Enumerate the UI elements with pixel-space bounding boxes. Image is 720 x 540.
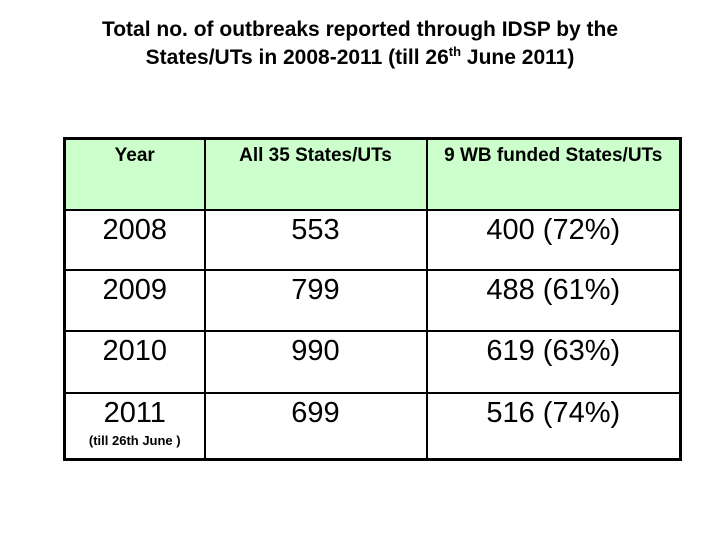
wb-states-cell: 488 (61%) bbox=[425, 268, 682, 332]
all-states-cell: 553 bbox=[203, 208, 428, 271]
table-row: 2009 799 488 (61%) bbox=[63, 268, 682, 332]
year-note: (till 26th June ) bbox=[88, 432, 181, 448]
table-row: 2011 (till 26th June ) 699 516 (74%) bbox=[63, 391, 682, 461]
wb-states-cell: 619 (63%) bbox=[425, 329, 682, 394]
wb-states-cell: 400 (72%) bbox=[425, 208, 682, 271]
title-line1: Total no. of outbreaks reported through … bbox=[101, 18, 619, 41]
slide-title: Total no. of outbreaks reported through … bbox=[0, 16, 720, 72]
title-line2-prefix: States/UTs in 2008-2011 (till 26 bbox=[145, 46, 449, 69]
column-header-wb-funded-states: 9 WB funded States/UTs bbox=[425, 137, 682, 211]
title-line2: States/UTs in 2008-2011 (till 26th June … bbox=[0, 44, 720, 72]
all-states-cell: 799 bbox=[203, 268, 428, 332]
year-cell: 2008 bbox=[63, 208, 206, 271]
year-value: 2011 bbox=[103, 396, 166, 429]
all-states-cell: 699 bbox=[203, 391, 428, 461]
title-line2-suffix: June 2011) bbox=[461, 46, 575, 69]
table-header-row: Year All 35 States/UTs 9 WB funded State… bbox=[63, 137, 682, 211]
all-states-cell: 990 bbox=[203, 329, 428, 394]
table-row: 2010 990 619 (63%) bbox=[63, 329, 682, 394]
year-cell: 2011 (till 26th June ) bbox=[63, 391, 206, 461]
outbreaks-table: Year All 35 States/UTs 9 WB funded State… bbox=[63, 137, 682, 461]
column-header-all-states: All 35 States/UTs bbox=[203, 137, 428, 211]
year-cell: 2010 bbox=[63, 329, 206, 394]
title-superscript: th bbox=[448, 44, 462, 59]
year-cell: 2009 bbox=[63, 268, 206, 332]
table-row: 2008 553 400 (72%) bbox=[63, 208, 682, 271]
column-header-year: Year bbox=[63, 137, 206, 211]
wb-states-cell: 516 (74%) bbox=[425, 391, 682, 461]
